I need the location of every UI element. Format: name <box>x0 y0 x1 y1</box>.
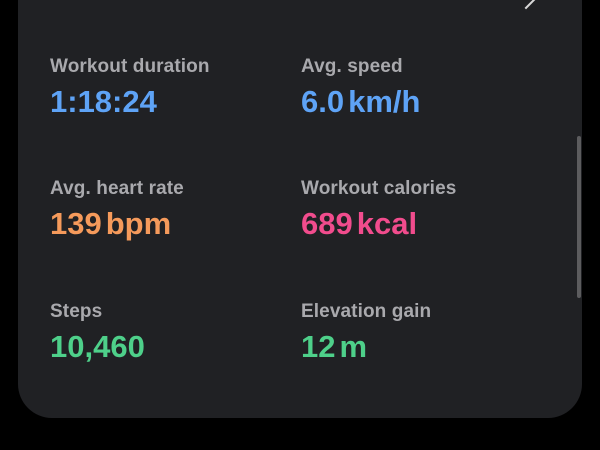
metric-elevation-gain: Elevation gain 12 m <box>301 301 431 365</box>
metric-unit: km/h <box>348 84 421 119</box>
metric-value: 10,460 <box>50 329 145 365</box>
metric-avg-speed: Avg. speed 6.0 km/h <box>301 56 420 120</box>
metric-value: 1:18:24 <box>50 84 210 120</box>
metric-number: 12 <box>301 329 336 364</box>
metric-value: 139 bpm <box>50 206 184 242</box>
metric-value: 689 kcal <box>301 206 456 242</box>
metric-value: 6.0 km/h <box>301 84 420 120</box>
metric-workout-calories: Workout calories 689 kcal <box>301 178 456 242</box>
metric-unit: kcal <box>356 206 418 241</box>
metric-number: 689 <box>301 206 353 241</box>
metric-avg-heart-rate: Avg. heart rate 139 bpm <box>50 178 184 242</box>
metric-unit: bpm <box>105 206 172 241</box>
metric-workout-duration: Workout duration 1:18:24 <box>50 56 210 120</box>
metric-unit: m <box>339 329 368 364</box>
metric-number: 6.0 <box>301 84 345 119</box>
metric-number: 10,460 <box>50 329 145 364</box>
metric-label: Workout calories <box>301 178 457 199</box>
metric-label: Workout duration <box>50 56 210 77</box>
metric-steps: Steps 10,460 <box>50 301 145 365</box>
metric-label: Avg. heart rate <box>50 178 184 199</box>
metric-label: Avg. speed <box>301 56 403 77</box>
metric-number: 139 <box>50 206 102 241</box>
metric-value: 12 m <box>301 329 431 365</box>
metric-label: Elevation gain <box>301 301 432 322</box>
metric-number: 1:18:24 <box>50 84 157 119</box>
workout-summary-card <box>18 0 582 418</box>
scrollbar[interactable] <box>577 136 581 298</box>
metric-label: Steps <box>50 301 103 322</box>
